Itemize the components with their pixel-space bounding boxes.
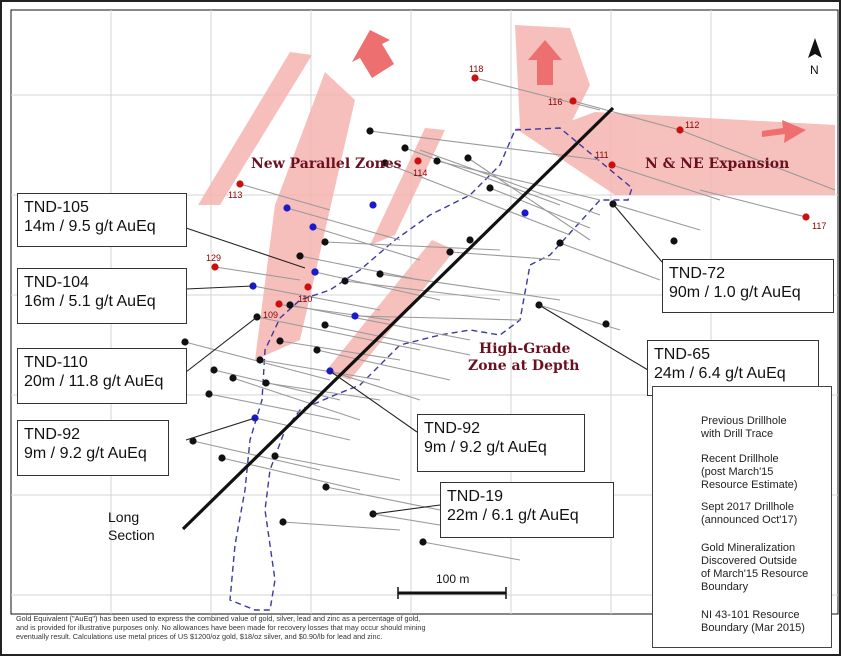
callout-value: 16m / 5.1 g/t AuEq (24, 293, 156, 310)
hole-label: 112 (685, 120, 699, 130)
legend: Previous Drillhole with Drill Trace Rece… (652, 386, 832, 648)
legend-text: of March'15 Resource (701, 568, 809, 580)
hole-label: 129 (206, 253, 221, 263)
legend-text: with Drill Trace (701, 428, 774, 440)
zone-label-parallel: New Parallel Zones (251, 156, 402, 172)
footer-line: Gold Equivalent ("AuEq") has been used t… (16, 614, 421, 623)
footer-note: Gold Equivalent ("AuEq") has been used t… (16, 614, 636, 641)
legend-text: Previous Drillhole (701, 415, 787, 427)
hole-label: 110 (298, 294, 312, 304)
hole-label: 109 (263, 310, 278, 320)
callout-title: TND-65 (654, 346, 711, 363)
long-section-label-line2: Section (108, 527, 155, 543)
long-section-line (181, 106, 615, 531)
callout-value: 22m / 6.1 g/t AuEq (447, 507, 579, 524)
callout-tnd-92-center: TND-92 9m / 9.2 g/t AuEq (417, 414, 585, 472)
callout-value: 14m / 9.5 g/t AuEq (24, 218, 156, 235)
legend-text: Sept 2017 Drillhole (701, 501, 794, 513)
callout-title: TND-105 (24, 199, 89, 216)
callout-title: TND-19 (447, 488, 504, 505)
mineralization-zone-depth (325, 240, 455, 380)
previous-drillholes (181, 127, 678, 546)
callout-tnd-105: TND-105 14m / 9.5 g/t AuEq (17, 193, 187, 247)
zone-label-high-grade-line1: High-Grade (478, 341, 571, 357)
callout-leaders (185, 203, 663, 515)
zone-label-expansion: N & NE Expansion (645, 156, 790, 172)
callout-title: TND-72 (669, 265, 726, 282)
expansion-arrows (352, 30, 806, 143)
hole-label: 118 (469, 64, 483, 74)
callout-value: 24m / 6.4 g/t AuEq (654, 365, 786, 382)
legend-text: Boundary (Mar 2015) (701, 622, 805, 634)
callout-tnd-110: TND-110 20m / 11.8 g/t AuEq (17, 348, 187, 404)
callout-tnd-104: TND-104 16m / 5.1 g/t AuEq (17, 268, 187, 324)
legend-text: Recent Drillhole (701, 453, 779, 465)
hole-label: 113 (228, 190, 242, 200)
legend-text: (announced Oct'17) (701, 514, 798, 526)
zone-label-high-grade-line2: Zone at Depth (468, 358, 580, 374)
callout-title: TND-104 (24, 274, 89, 291)
legend-text: Boundary (701, 581, 749, 593)
hole-labels: 118 116 112 111 114 113 117 129 110 109 (206, 64, 826, 320)
callout-title: TND-92 (24, 426, 81, 443)
arrow-east-icon (762, 120, 806, 143)
legend-text: Discovered Outside (701, 555, 797, 567)
long-section-label-line1: Long (108, 509, 140, 525)
north-arrow-icon: N (808, 38, 822, 77)
hole-label: 117 (812, 221, 826, 231)
callout-value: 20m / 11.8 g/t AuEq (24, 373, 164, 390)
resource-boundary (229, 127, 633, 611)
north-label: N (810, 63, 819, 77)
mineralization-zone-mid (370, 128, 445, 245)
mineralization-zone-west (198, 52, 312, 205)
callout-value: 9m / 9.2 g/t AuEq (424, 439, 547, 456)
callout-value: 90m / 1.0 g/t AuEq (669, 284, 801, 301)
callout-tnd-72: TND-72 90m / 1.0 g/t AuEq (662, 259, 834, 313)
arrow-north-icon (528, 40, 562, 85)
callout-value: 9m / 9.2 g/t AuEq (24, 445, 147, 462)
zone-label-high-grade: High-Grade Zone at Depth (468, 341, 580, 375)
footer-line: and is provided for illustrative purpose… (16, 623, 426, 632)
hole-label: 114 (413, 168, 427, 178)
scale-bar: 100 m (397, 572, 507, 599)
hole-label: 111 (595, 150, 609, 160)
mineralization-zone-expansion (515, 112, 835, 195)
callout-title: TND-92 (424, 420, 481, 437)
callout-title: TND-110 (24, 354, 88, 371)
drill-traces (184, 77, 836, 561)
long-section-label: Long Section (108, 508, 155, 544)
callout-tnd-19: TND-19 22m / 6.1 g/t AuEq (440, 482, 614, 538)
map-border (10, 9, 839, 615)
legend-text: Gold Mineralization (701, 542, 796, 554)
legend-text: Resource Estimate) (701, 479, 798, 491)
hole-label: 116 (548, 97, 562, 107)
sept-2017-drillholes (211, 74, 810, 308)
scale-bar-label: 100 m (436, 572, 469, 586)
footer-line: eventually result. Calculations use meta… (16, 632, 383, 641)
legend-text: NI 43-101 Resource (701, 609, 800, 621)
arrow-northeast-icon (352, 30, 394, 78)
legend-text: (post March'15 (701, 466, 774, 478)
mineralization-zone-parallel (255, 72, 355, 360)
callout-tnd-92-left: TND-92 9m / 9.2 g/t AuEq (17, 420, 169, 476)
